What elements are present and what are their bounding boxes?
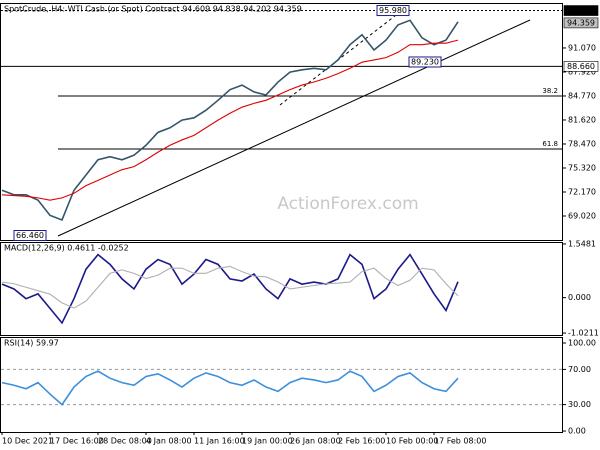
annotation: 95.980 [379,6,407,15]
channel-line [279,11,401,106]
y-tick-label: 100.00 [568,338,596,347]
x-tick-label: 26 Jan 08:00 [290,437,341,446]
fibo-label: 61.8 [542,140,558,148]
annotation: 66.460 [16,231,44,240]
x-tick-label: 11 Jan 16:00 [194,437,245,446]
series-line [1,253,459,325]
y-tick-label: 84.770 [568,91,596,100]
annotation-box [408,56,442,68]
y-tick-label: 72.170 [568,187,596,196]
x-tick-label: 2 Feb 16:00 [338,437,385,446]
price-label: 95.980 [567,6,595,15]
y-tick-label: 91.070 [568,43,596,52]
panel-title: MACD(12,26,9) 0.4611 -0.0252 [4,244,129,253]
price-label: 88.660 [567,62,595,71]
y-tick-label: 75.320 [568,163,596,172]
y-tick-label: 70.00 [568,365,591,374]
x-tick-label: 4 Jan 08:00 [146,437,192,446]
macd-panel [0,242,563,336]
y-tick-label: 30.00 [568,400,591,409]
series-line [1,19,459,221]
annotation: 89.230 [411,57,439,66]
price-label: 94.359 [567,18,595,27]
rsi-panel [0,337,563,433]
x-tick-label: 17 Dec 16:00 [50,437,104,446]
annotation-box [13,230,47,242]
fibo-label: 38.2 [542,87,558,95]
x-tick-label: 10 Dec 2021 [2,437,53,446]
x-tick-label: 19 Jan 00:00 [242,437,293,446]
x-tick-label: 28 Dec 08:00 [98,437,152,446]
annotation-box [376,5,410,17]
price-label-box [563,5,599,16]
y-tick-label: 81.620 [568,115,596,124]
series-line [1,265,459,309]
y-tick-label: -1.0211 [568,329,599,338]
watermark: ActionForex.com [277,194,418,214]
y-tick-label: 0.00 [568,427,586,436]
series-line [1,370,459,406]
y-tick-label: 87.920 [568,67,596,76]
price-label-box [563,17,599,29]
trend-line [57,19,531,237]
y-tick-label: 78.470 [568,139,596,148]
panel-title: SpotCrude, H4: WTI Cash (or Spot) Contra… [4,5,302,14]
series-line [1,39,459,201]
panel-title: RSI(14) 59.97 [4,339,59,348]
x-tick-label: 10 Feb 00:00 [386,437,438,446]
price-panel [0,3,563,241]
y-tick-label: 69.020 [568,211,596,220]
price-label-box [563,61,599,72]
y-tick-label: 0.000 [568,293,591,302]
x-tick-label: 17 Feb 08:00 [434,437,486,446]
y-tick-label: 1.5481 [568,239,596,248]
